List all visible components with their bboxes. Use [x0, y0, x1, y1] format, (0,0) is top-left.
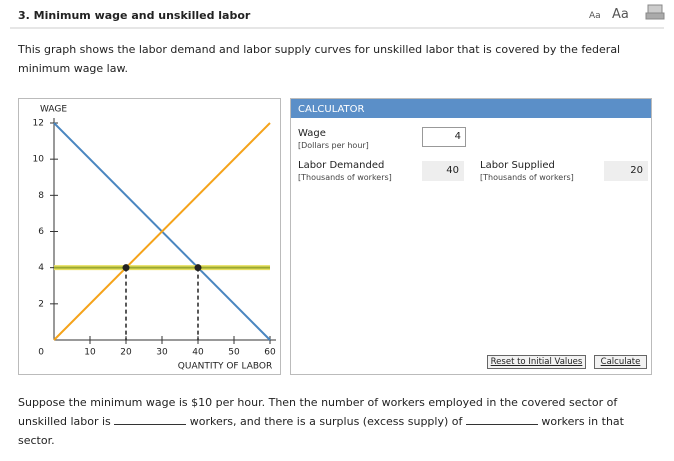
reset-button[interactable]: Reset to Initial Values	[487, 355, 586, 369]
x-tick-label: 60	[264, 348, 276, 358]
x-tick-label: 10	[84, 348, 96, 358]
demanded-output: 40	[422, 161, 464, 181]
line	[53, 122, 271, 341]
font-small-button[interactable]: Aa	[589, 11, 601, 21]
y-tick-label: 4	[38, 263, 44, 273]
x-axis-label: QUANTITY OF LABOR	[178, 362, 272, 372]
calculator-header	[291, 99, 651, 118]
x-tick-label: 30	[156, 348, 168, 358]
x-tick-label: 40	[192, 348, 204, 358]
demanded-label: Labor Demanded	[298, 160, 385, 171]
calculate-button[interactable]: Calculate	[594, 355, 647, 369]
y-tick-label: 10	[33, 155, 45, 165]
answer-blank[interactable]	[114, 414, 187, 425]
x-tick-label: 50	[228, 348, 240, 358]
x-tick-label: 20	[120, 348, 132, 358]
calculator-frame	[290, 98, 652, 375]
point	[194, 264, 202, 272]
wage-unit: [Dollars per hour]	[298, 141, 369, 150]
wage-input[interactable]: 4	[422, 127, 466, 147]
supplied-output: 20	[604, 161, 648, 181]
y-tick-label: 0	[38, 348, 44, 358]
y-axis-label: WAGE	[40, 105, 67, 115]
supplied-label: Labor Supplied	[480, 160, 555, 171]
y-tick-label: 8	[38, 191, 44, 201]
wage-label: Wage	[298, 128, 326, 139]
question-part: workers, and there is a surplus (excess …	[189, 415, 463, 428]
demanded-unit: [Thousands of workers]	[298, 173, 392, 182]
calculator-title: CALCULATOR	[298, 104, 365, 115]
question-text: Suppose the minimum wage is $10 per hour…	[18, 393, 638, 450]
question-title: 3. Minimum wage and unskilled labor	[18, 9, 251, 22]
answer-blank[interactable]	[465, 414, 538, 425]
question-part: Suppose the minimum wage is $10 per hour…	[18, 396, 618, 428]
supplied-unit: [Thousands of workers]	[480, 173, 574, 182]
chart-frame	[18, 98, 281, 375]
intro-text: This graph shows the labor demand and la…	[18, 43, 621, 75]
font-large-button[interactable]: Aa	[612, 7, 629, 22]
question-part: workers in that sector.	[18, 415, 624, 447]
y-tick-label: 12	[33, 119, 44, 129]
point	[122, 264, 130, 272]
print-icon[interactable]	[645, 4, 665, 20]
y-tick-label: 2	[38, 299, 44, 309]
y-tick-label: 6	[38, 227, 44, 237]
